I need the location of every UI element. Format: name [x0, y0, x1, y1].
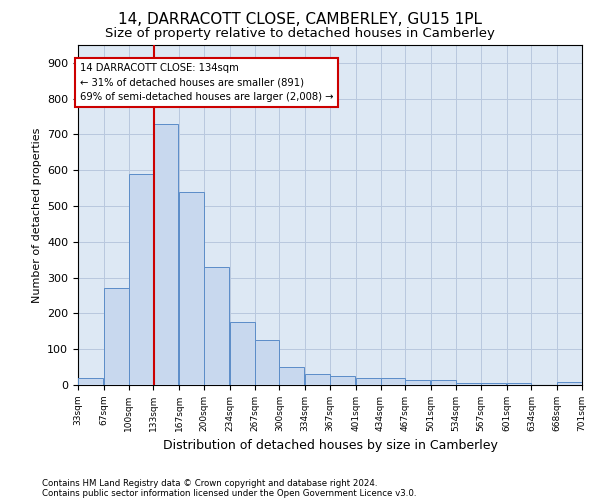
Text: 14 DARRACOTT CLOSE: 134sqm
← 31% of detached houses are smaller (891)
69% of sem: 14 DARRACOTT CLOSE: 134sqm ← 31% of deta… — [80, 63, 333, 102]
Bar — [305, 374, 330, 385]
Bar — [380, 378, 406, 385]
Bar — [330, 376, 355, 385]
Bar — [78, 378, 103, 385]
Bar — [204, 267, 229, 385]
Bar — [356, 378, 380, 385]
Bar — [104, 288, 128, 385]
Bar — [506, 383, 532, 385]
Text: Contains public sector information licensed under the Open Government Licence v3: Contains public sector information licen… — [42, 488, 416, 498]
Bar — [179, 192, 204, 385]
Bar — [230, 322, 254, 385]
Bar — [128, 174, 154, 385]
X-axis label: Distribution of detached houses by size in Camberley: Distribution of detached houses by size … — [163, 440, 497, 452]
Y-axis label: Number of detached properties: Number of detached properties — [32, 128, 41, 302]
Bar — [406, 380, 430, 385]
Bar — [254, 340, 280, 385]
Bar — [431, 380, 456, 385]
Text: Size of property relative to detached houses in Camberley: Size of property relative to detached ho… — [105, 28, 495, 40]
Text: Contains HM Land Registry data © Crown copyright and database right 2024.: Contains HM Land Registry data © Crown c… — [42, 478, 377, 488]
Bar — [154, 124, 178, 385]
Bar — [557, 382, 582, 385]
Bar — [481, 383, 506, 385]
Bar — [456, 383, 481, 385]
Bar — [280, 367, 304, 385]
Text: 14, DARRACOTT CLOSE, CAMBERLEY, GU15 1PL: 14, DARRACOTT CLOSE, CAMBERLEY, GU15 1PL — [118, 12, 482, 28]
